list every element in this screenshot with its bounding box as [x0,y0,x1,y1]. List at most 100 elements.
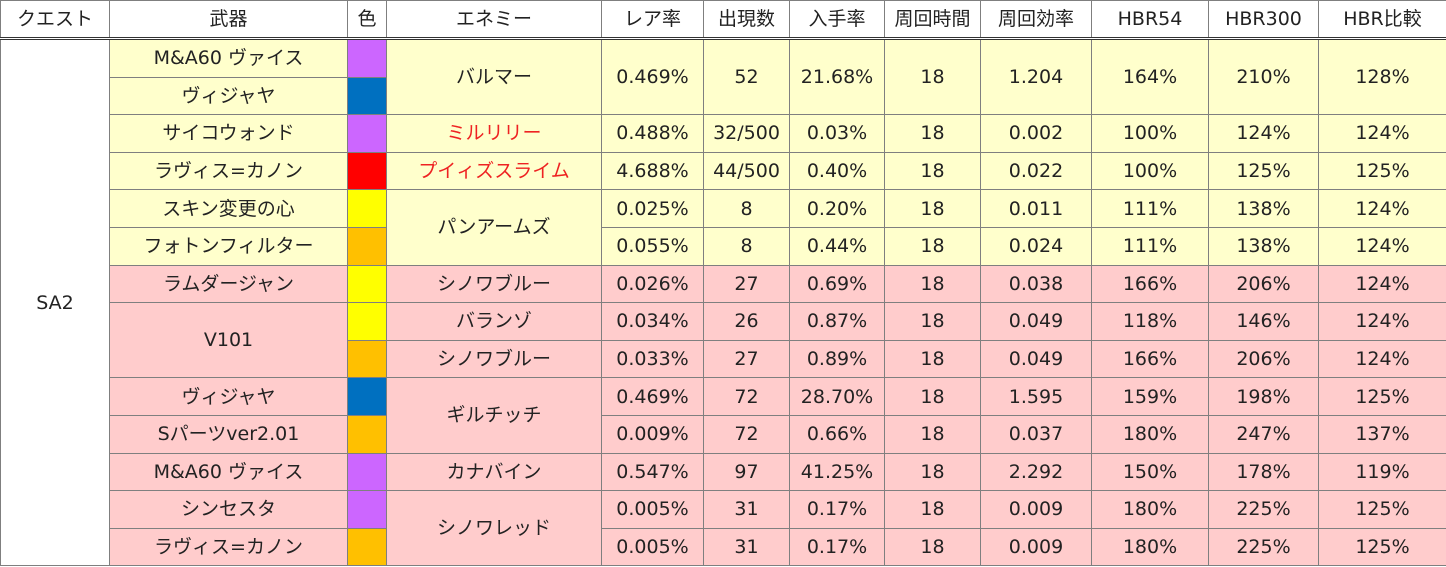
header-rare-rate[interactable]: レア率 [601,0,704,40]
loop-efficiency-cell[interactable]: 0.009 [980,527,1092,567]
rare-rate-cell[interactable]: 0.005% [601,527,704,567]
obtain-rate-cell[interactable]: 0.44% [789,226,885,266]
color-swatch[interactable] [347,302,387,341]
header-enemy[interactable]: エネミー [386,0,602,40]
hbr54-cell[interactable]: 180% [1091,414,1209,454]
weapon-cell[interactable]: ラヴィス=カノン [109,527,348,567]
hbr54-cell[interactable]: 111% [1091,189,1209,228]
hbr300-cell[interactable]: 124% [1208,114,1319,153]
weapon-cell[interactable]: M&A60 ヴァイス [109,38,348,78]
hbr300-cell[interactable]: 210% [1208,37,1319,116]
spawn-count-cell[interactable]: 72 [703,414,790,454]
color-swatch[interactable] [347,377,387,416]
loop-time-cell[interactable]: 18 [884,452,981,492]
color-swatch[interactable] [347,114,387,153]
color-swatch[interactable] [347,38,387,78]
header-spawn-count[interactable]: 出現数 [703,0,790,40]
hbr54-cell[interactable]: 150% [1091,452,1209,492]
color-swatch[interactable] [347,490,387,529]
hbr-compare-cell[interactable]: 125% [1318,151,1446,191]
hbr54-cell[interactable]: 166% [1091,339,1209,379]
header-color[interactable]: 色 [347,0,387,40]
hbr54-cell[interactable]: 100% [1091,151,1209,191]
spawn-count-cell[interactable]: 44/500 [703,151,790,191]
enemy-cell[interactable]: シノワブルー [386,264,602,304]
hbr-compare-cell[interactable]: 128% [1318,37,1446,116]
hbr300-cell[interactable]: 206% [1208,264,1319,304]
color-swatch[interactable] [347,414,387,454]
loop-time-cell[interactable]: 18 [884,414,981,454]
loop-time-cell[interactable]: 18 [884,339,981,379]
weapon-cell[interactable]: V101 [109,302,348,379]
hbr-compare-cell[interactable]: 124% [1318,264,1446,304]
loop-time-cell[interactable]: 18 [884,527,981,567]
spawn-count-cell[interactable]: 8 [703,189,790,228]
loop-efficiency-cell[interactable]: 1.204 [980,37,1092,116]
hbr54-cell[interactable]: 180% [1091,490,1209,529]
spawn-count-cell[interactable]: 26 [703,302,790,341]
loop-efficiency-cell[interactable]: 0.009 [980,490,1092,529]
weapon-cell[interactable]: ラムダージャン [109,264,348,304]
color-swatch[interactable] [347,339,387,379]
hbr54-cell[interactable]: 159% [1091,377,1209,416]
color-swatch[interactable] [347,452,387,492]
color-swatch[interactable] [347,76,387,116]
rare-rate-cell[interactable]: 0.026% [601,264,704,304]
obtain-rate-cell[interactable]: 28.70% [789,377,885,416]
hbr300-cell[interactable]: 178% [1208,452,1319,492]
obtain-rate-cell[interactable]: 0.40% [789,151,885,191]
hbr300-cell[interactable]: 138% [1208,189,1319,228]
hbr54-cell[interactable]: 180% [1091,527,1209,567]
hbr-compare-cell[interactable]: 124% [1318,339,1446,379]
rare-rate-cell[interactable]: 0.055% [601,226,704,266]
enemy-cell[interactable]: パンアームズ [386,189,602,266]
loop-efficiency-cell[interactable]: 0.049 [980,339,1092,379]
weapon-cell[interactable]: M&A60 ヴァイス [109,452,348,492]
enemy-cell[interactable]: シノワブルー [386,339,602,379]
obtain-rate-cell[interactable]: 41.25% [789,452,885,492]
loop-efficiency-cell[interactable]: 0.037 [980,414,1092,454]
enemy-cell[interactable]: ミルリリー [386,114,602,153]
rare-rate-cell[interactable]: 0.488% [601,114,704,153]
hbr54-cell[interactable]: 118% [1091,302,1209,341]
hbr-compare-cell[interactable]: 124% [1318,114,1446,153]
hbr-compare-cell[interactable]: 124% [1318,302,1446,341]
rare-rate-cell[interactable]: 0.547% [601,452,704,492]
header-obtain-rate[interactable]: 入手率 [789,0,885,40]
hbr300-cell[interactable]: 125% [1208,151,1319,191]
loop-time-cell[interactable]: 18 [884,264,981,304]
spawn-count-cell[interactable]: 27 [703,339,790,379]
weapon-cell[interactable]: ヴィジャヤ [109,377,348,416]
obtain-rate-cell[interactable]: 0.03% [789,114,885,153]
loop-efficiency-cell[interactable]: 0.049 [980,302,1092,341]
rare-rate-cell[interactable]: 0.005% [601,490,704,529]
obtain-rate-cell[interactable]: 0.89% [789,339,885,379]
header-loop-efficiency[interactable]: 周回効率 [980,0,1092,40]
spawn-count-cell[interactable]: 8 [703,226,790,266]
loop-time-cell[interactable]: 18 [884,302,981,341]
weapon-cell[interactable]: シンセスタ [109,490,348,529]
obtain-rate-cell[interactable]: 0.66% [789,414,885,454]
spawn-count-cell[interactable]: 97 [703,452,790,492]
header-hbr300[interactable]: HBR300 [1208,0,1319,40]
hbr-compare-cell[interactable]: 124% [1318,189,1446,228]
header-hbr-compare[interactable]: HBR比較 [1318,0,1446,40]
loop-time-cell[interactable]: 18 [884,189,981,228]
loop-efficiency-cell[interactable]: 0.038 [980,264,1092,304]
hbr54-cell[interactable]: 111% [1091,226,1209,266]
loop-efficiency-cell[interactable]: 0.002 [980,114,1092,153]
header-loop-time[interactable]: 周回時間 [884,0,981,40]
loop-time-cell[interactable]: 18 [884,377,981,416]
obtain-rate-cell[interactable]: 0.87% [789,302,885,341]
weapon-cell[interactable]: ラヴィス=カノン [109,151,348,191]
color-swatch[interactable] [347,527,387,567]
rare-rate-cell[interactable]: 0.025% [601,189,704,228]
hbr300-cell[interactable]: 198% [1208,377,1319,416]
loop-time-cell[interactable]: 18 [884,114,981,153]
enemy-cell[interactable]: プイィズスライム [386,151,602,191]
weapon-cell[interactable]: Sパーツver2.01 [109,414,348,454]
rare-rate-cell[interactable]: 4.688% [601,151,704,191]
hbr54-cell[interactable]: 164% [1091,37,1209,116]
enemy-cell[interactable]: バルマー [386,37,602,116]
spawn-count-cell[interactable]: 31 [703,527,790,567]
